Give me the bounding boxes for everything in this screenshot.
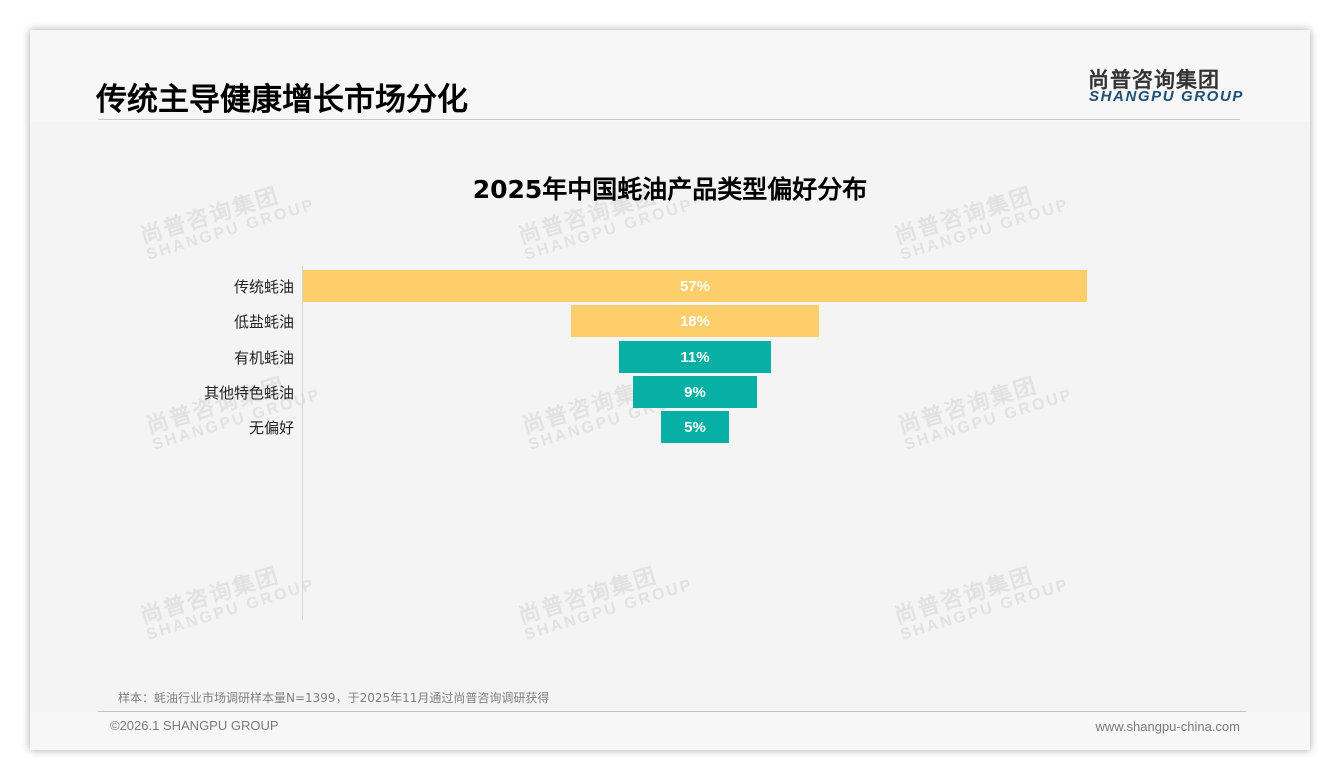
category-axis (302, 266, 303, 620)
bar-value-label: 57% (679, 277, 711, 295)
category-label: 低盐蚝油 (233, 313, 294, 331)
header-band (30, 30, 1310, 122)
footer-band (30, 712, 1310, 750)
title-divider (98, 119, 1240, 120)
category-label: 有机蚝油 (233, 349, 294, 367)
logo-chinese: 尚普咨询集团 (1088, 68, 1220, 92)
bar-value-label: 5% (684, 418, 706, 436)
funnel-bar: 57% (303, 270, 1087, 302)
funnel-bar: 11% (619, 341, 771, 373)
copyright: ©2026.1 SHANGPU GROUP (110, 718, 279, 733)
footer-divider (98, 711, 1246, 712)
bar-value-label: 9% (684, 383, 706, 401)
funnel-bar: 18% (571, 305, 819, 337)
sample-note: 样本：蚝油行业市场调研样本量N=1399，于2025年11月通过尚普咨询调研获得 (118, 691, 550, 705)
website-link: www.shangpu-china.com (1095, 719, 1240, 734)
bar-value-label: 11% (680, 348, 710, 366)
bar-value-label: 18% (679, 312, 710, 330)
category-label: 其他特色蚝油 (203, 384, 294, 402)
funnel-bar: 9% (633, 376, 757, 408)
funnel-bar: 5% (660, 411, 730, 443)
page-title: 传统主导健康增长市场分化 (96, 82, 468, 118)
logo-english: SHANGPU GROUP (1089, 88, 1244, 105)
slide: 传统主导健康增长市场分化 尚普咨询集团 SHANGPU GROUP (30, 30, 1310, 750)
category-label: 传统蚝油 (233, 278, 294, 296)
chart-title: 2025年中国蚝油产品类型偏好分布 (472, 175, 868, 204)
category-label: 无偏好 (248, 419, 294, 437)
